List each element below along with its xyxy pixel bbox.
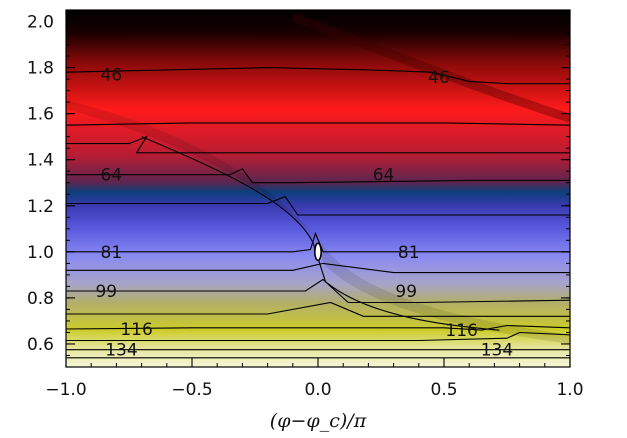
x-axis-label: (φ−φ_c)/π	[270, 410, 367, 432]
y-tick-label: 0.8	[27, 289, 54, 309]
contour-line-55	[66, 135, 570, 154]
contour-label-81-left: 81	[101, 243, 123, 263]
contour-label-134-right: 134	[481, 341, 513, 361]
contour-label-99-left: 99	[95, 282, 117, 302]
contour-line-46b	[66, 122, 570, 126]
y-tick-label: 1.2	[27, 197, 54, 217]
contour-label-99-right: 99	[395, 282, 417, 302]
contour-line-107	[66, 301, 570, 317]
contour-label-46-left: 46	[101, 65, 123, 85]
contour-line-ridge	[141, 136, 500, 331]
upper-ridge-shading	[291, 12, 572, 123]
contour-line-125	[66, 331, 570, 342]
x-tick-label: 1.0	[556, 380, 583, 400]
x-tick-label: 0.0	[304, 380, 331, 400]
contour-label-46-right: 46	[428, 68, 450, 88]
y-tick-label: 1.4	[27, 151, 54, 171]
x-tick-label: 0.5	[430, 380, 457, 400]
contour-line-116	[66, 324, 570, 331]
y-tick-label: 1.0	[27, 243, 54, 263]
y-tick-label: 1.6	[27, 105, 54, 125]
heatmap-fill	[66, 10, 570, 367]
contour-line-90	[66, 262, 570, 274]
contour-label-116-left: 116	[120, 320, 152, 340]
contour-line-81	[66, 231, 570, 253]
contour-label-64-left: 64	[101, 166, 123, 186]
contour-label-116-right: 116	[445, 321, 477, 341]
contour-closed-center	[313, 242, 322, 262]
contour-lines	[66, 67, 570, 359]
y-tick-label: 0.6	[27, 335, 54, 355]
x-tick-label: −0.5	[171, 380, 212, 400]
contour-line-99	[66, 278, 570, 304]
contour-line-46a	[66, 67, 570, 85]
axes: −1.0 −0.5 0.0 0.5 1.0 0.6 0.8 1.0 1.2 1.4 1.6 1.8 2.…	[27, 9, 584, 400]
y-tick-label: 1.8	[27, 59, 54, 79]
contour-label-81-right: 81	[398, 243, 420, 263]
y-tick-label: 2.0	[27, 13, 54, 33]
x-tick-label: −1.0	[45, 380, 86, 400]
contour-label-64-right: 64	[373, 166, 395, 186]
contour-line-64	[66, 168, 570, 184]
contour-line-72	[66, 195, 570, 216]
contour-label-134-left: 134	[105, 341, 137, 361]
